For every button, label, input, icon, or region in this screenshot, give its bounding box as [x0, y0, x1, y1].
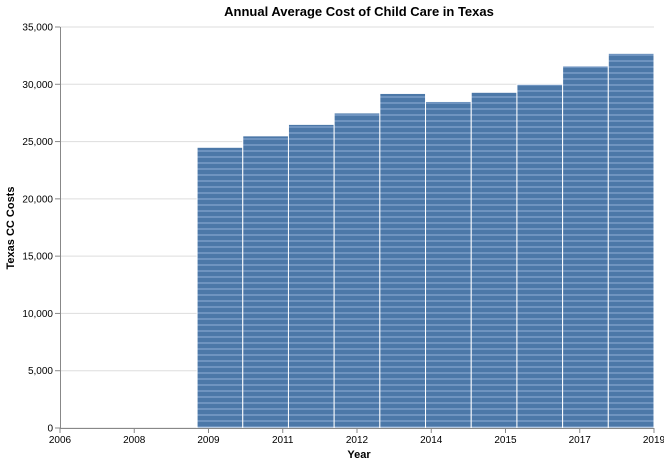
y-tick-label-6: 30,000 — [22, 80, 53, 91]
x-tick-label-7: 2017 — [569, 435, 592, 446]
axes: 0 5,000 10,000 15,000 20,000 25,000 30,000 35,0… — [22, 23, 664, 447]
chart-title: Annual Average Cost of Child Care in Tex… — [224, 4, 494, 19]
bar-2016 — [516, 83, 564, 429]
bar-2011 — [287, 123, 335, 429]
y-tick-label-5: 25,000 — [22, 137, 53, 148]
bar-2017 — [562, 65, 609, 429]
bar-2018 — [607, 52, 655, 429]
bar-2009 — [196, 146, 244, 429]
x-tick-label-0: 2006 — [49, 435, 72, 446]
bars — [196, 52, 655, 429]
x-tick-label-8: 2019 — [643, 435, 664, 446]
bar-2012 — [333, 112, 381, 429]
x-tick-label-6: 2015 — [494, 435, 517, 446]
bar-2010 — [242, 135, 289, 429]
bar-2015 — [470, 91, 518, 429]
y-tick-label-7: 35,000 — [22, 23, 53, 34]
bar-2014 — [425, 100, 472, 429]
x-tick-label-4: 2012 — [346, 435, 369, 446]
y-tick-label-4: 20,000 — [22, 194, 53, 205]
bar-2013 — [379, 92, 427, 429]
x-tick-label-1: 2008 — [123, 435, 146, 446]
x-tick-label-5: 2014 — [420, 435, 443, 446]
y-tick-label-2: 10,000 — [22, 309, 53, 320]
x-tick-label-2: 2009 — [197, 435, 220, 446]
y-tick-label-3: 15,000 — [22, 252, 53, 263]
x-tick-label-3: 2011 — [272, 435, 294, 446]
y-axis-title: Texas CC Costs — [5, 187, 17, 270]
y-tick-label-1: 5,000 — [28, 366, 53, 377]
y-tick-label-0: 0 — [47, 424, 53, 435]
x-axis-title: Year — [347, 449, 371, 461]
